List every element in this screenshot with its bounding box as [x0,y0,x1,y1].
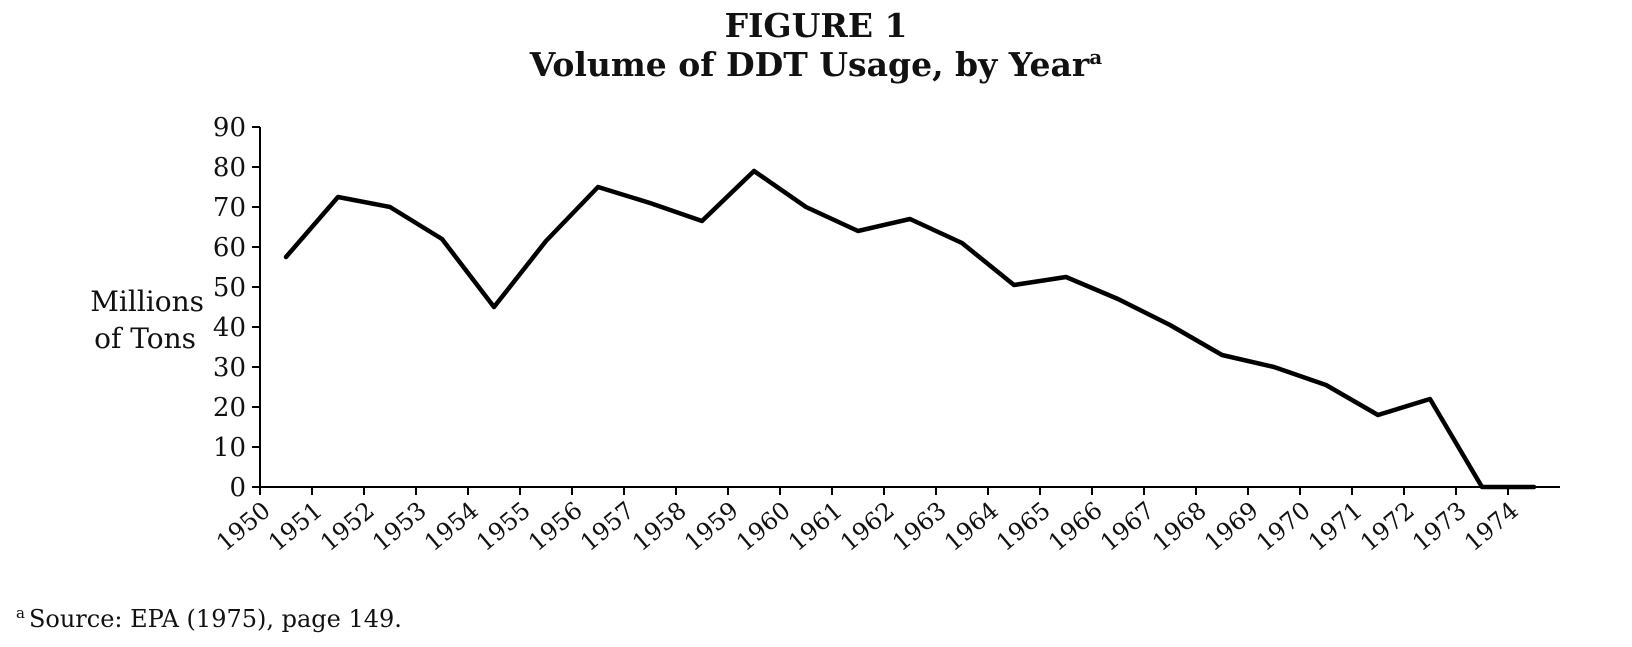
y-tick-label: 90 [213,113,246,143]
x-tick-label: 1965 [991,496,1056,557]
y-tick-label: 80 [213,153,246,183]
y-tick-label: 10 [213,433,246,463]
x-tick-label: 1959 [679,496,744,557]
x-tick-label: 1961 [783,496,848,557]
y-tick-label: 50 [213,273,246,303]
title-footnote-marker: a [1089,45,1103,69]
x-tick-label: 1954 [419,496,484,557]
x-tick-label: 1972 [1355,496,1420,557]
chart-title-text: Volume of DDT Usage, by Year [529,45,1090,84]
footnote: a Source: EPA (1975), page 149. [16,605,402,633]
x-tick-label: 1966 [1043,496,1108,557]
x-tick-label: 1971 [1303,496,1368,557]
x-tick-label: 1951 [263,496,328,557]
x-tick-label: 1963 [887,496,952,557]
y-axis-label-line2: of Tons [94,322,196,355]
y-tick-label: 40 [213,313,246,343]
x-tick-label: 1957 [575,496,640,557]
x-tick-label: 1962 [835,496,900,557]
y-tick-label: 20 [213,393,246,423]
x-tick-label: 1968 [1147,496,1212,557]
x-tick-label: 1964 [939,496,1004,557]
footnote-text: Source: EPA (1975), page 149. [28,605,402,633]
y-tick-label: 60 [213,233,246,263]
x-tick-label: 1974 [1459,496,1524,557]
y-tick-label: 0 [229,473,246,503]
x-tick-label: 1950 [211,496,276,557]
y-tick-label: 70 [213,193,246,223]
x-tick-label: 1973 [1407,496,1472,557]
x-tick-label: 1970 [1251,496,1316,557]
x-tick-label: 1953 [367,496,432,557]
x-tick-label: 1956 [523,496,588,557]
footnote-marker: a [16,604,25,622]
chart-title: Volume of DDT Usage, by Yeara [0,45,1632,84]
x-tick-label: 1960 [731,496,796,557]
figure-number: FIGURE 1 [724,6,908,45]
line-chart: 0102030405060708090195019511952195319541… [211,113,1560,557]
x-tick-label: 1955 [471,496,536,557]
x-tick-label: 1967 [1095,496,1160,557]
y-axis-label-line1: Millions [90,285,204,318]
y-tick-label: 30 [213,353,246,383]
series-line [283,168,1537,490]
x-tick-label: 1952 [315,496,380,557]
x-tick-label: 1969 [1199,496,1264,557]
x-tick-label: 1958 [627,496,692,557]
